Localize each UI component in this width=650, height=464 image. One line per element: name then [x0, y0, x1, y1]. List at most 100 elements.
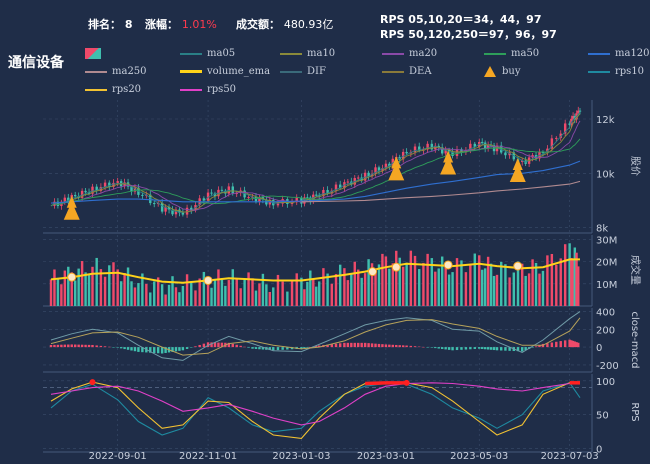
legend-item-ma05[interactable]: ma05 [180, 48, 235, 59]
macd-histogram-bar [398, 345, 401, 348]
macd-histogram-bar [258, 347, 261, 350]
macd-y-tick-label: -200 [596, 361, 619, 372]
macd-histogram-bar [243, 346, 246, 348]
volume-bar [508, 277, 511, 306]
volume-bar [206, 276, 210, 306]
buy-signal-marker-top [443, 150, 454, 163]
legend-item-buy[interactable]: buy [484, 66, 521, 77]
turnover-value: 480.93亿 [283, 18, 334, 31]
volume-signal-dot [67, 272, 77, 282]
volume-bar [276, 274, 280, 306]
volume-bar [363, 273, 367, 306]
macd-histogram-bar [483, 347, 487, 350]
legend-item-candle[interactable] [85, 48, 101, 59]
macd-histogram-bar [374, 343, 377, 348]
volume-bar [455, 258, 459, 306]
macd-histogram-bar [360, 342, 363, 348]
macd-histogram-bar [434, 347, 437, 349]
rps50-line [50, 382, 581, 426]
macd-histogram-bar [460, 347, 463, 350]
volume-y-tick-label: 20M [596, 258, 617, 269]
rps10-line [50, 382, 581, 436]
legend-item-ma250[interactable]: ma250 [85, 66, 147, 77]
macd-histogram-bar [473, 347, 477, 349]
volume-bar [527, 273, 531, 306]
volume-bar [473, 253, 477, 306]
macd-histogram-bar [464, 347, 468, 350]
candle-body [550, 138, 554, 149]
volume-bar [224, 285, 227, 306]
candle-body [377, 167, 381, 171]
legend-item-volume_ema[interactable]: volume_ema [180, 66, 270, 77]
legend-item-rps10[interactable]: rps10 [588, 66, 644, 77]
macd-histogram-bar [559, 341, 562, 348]
macd-histogram-bar [95, 345, 98, 348]
legend-label: rps50 [207, 84, 237, 95]
macd-histogram-bar [300, 347, 303, 349]
candle-body [73, 194, 77, 197]
macd-histogram-bar [577, 342, 580, 348]
candle-body [99, 187, 103, 191]
macd-histogram-bar [63, 344, 67, 348]
volume-bar [315, 286, 318, 306]
volume-bar [141, 273, 144, 306]
macd-histogram-bar [49, 344, 53, 348]
volume-bar [409, 250, 413, 306]
macd-histogram-bar [489, 347, 493, 350]
buy-signal-marker-top [512, 158, 523, 171]
volume-bar [492, 275, 496, 306]
legend-item-rps50[interactable]: rps50 [180, 84, 236, 95]
legend-item-DIF[interactable]: DIF [280, 66, 326, 77]
legend-item-ma120[interactable]: ma120 [588, 48, 650, 59]
legend-label: ma05 [207, 48, 236, 59]
volume-bar [437, 268, 440, 306]
macd-histogram-bar [306, 347, 309, 348]
macd-histogram-bar [326, 344, 329, 348]
volume-bar [202, 271, 206, 306]
volume-bar [426, 253, 429, 306]
macd-histogram-bar [254, 347, 258, 349]
macd-histogram-bar [251, 347, 254, 349]
volume-bar [401, 266, 405, 306]
volume-bar [577, 266, 580, 306]
ma250-line [301, 180, 581, 203]
volume-bar [377, 264, 381, 306]
candle-body [202, 198, 206, 201]
buy-signal-marker [63, 201, 80, 220]
volume-bar [357, 269, 360, 306]
macd-histogram-bar [516, 347, 520, 352]
volume-bar [381, 253, 384, 306]
volume-bar [254, 290, 258, 306]
candle-body [480, 141, 484, 143]
volume-bar [49, 279, 53, 306]
volume-bar [388, 268, 391, 306]
candle-body [235, 193, 238, 195]
candle-body [206, 192, 210, 201]
volume-bar [220, 279, 224, 306]
rps-strong-segment [365, 381, 386, 386]
rank-label: 排名： [88, 18, 121, 31]
legend-item-ma20[interactable]: ma20 [382, 48, 437, 59]
macd-histogram-bar [77, 344, 80, 348]
volume-bar [116, 269, 119, 306]
candle-body [315, 194, 318, 196]
legend-item-rps20[interactable]: rps20 [85, 84, 141, 95]
macd-histogram-bar [112, 347, 115, 348]
legend-label: volume_ema [207, 66, 271, 77]
macd-histogram-bar [413, 346, 417, 348]
legend-swatch [180, 52, 202, 55]
legend-buy-triangle-icon [484, 66, 496, 77]
candle-body [504, 152, 507, 156]
legend-item-ma50[interactable]: ma50 [484, 48, 539, 59]
candle-body [91, 186, 94, 194]
volume-bar [235, 277, 238, 306]
legend-swatch [588, 52, 610, 55]
volume-bar [153, 281, 156, 306]
legend-item-ma10[interactable]: ma10 [280, 48, 335, 59]
candle-body [374, 167, 377, 174]
macd-histogram-bar [67, 344, 70, 348]
macd-histogram-bar [409, 345, 413, 348]
legend-item-DEA[interactable]: DEA [382, 66, 432, 77]
volume-bar [367, 259, 370, 306]
